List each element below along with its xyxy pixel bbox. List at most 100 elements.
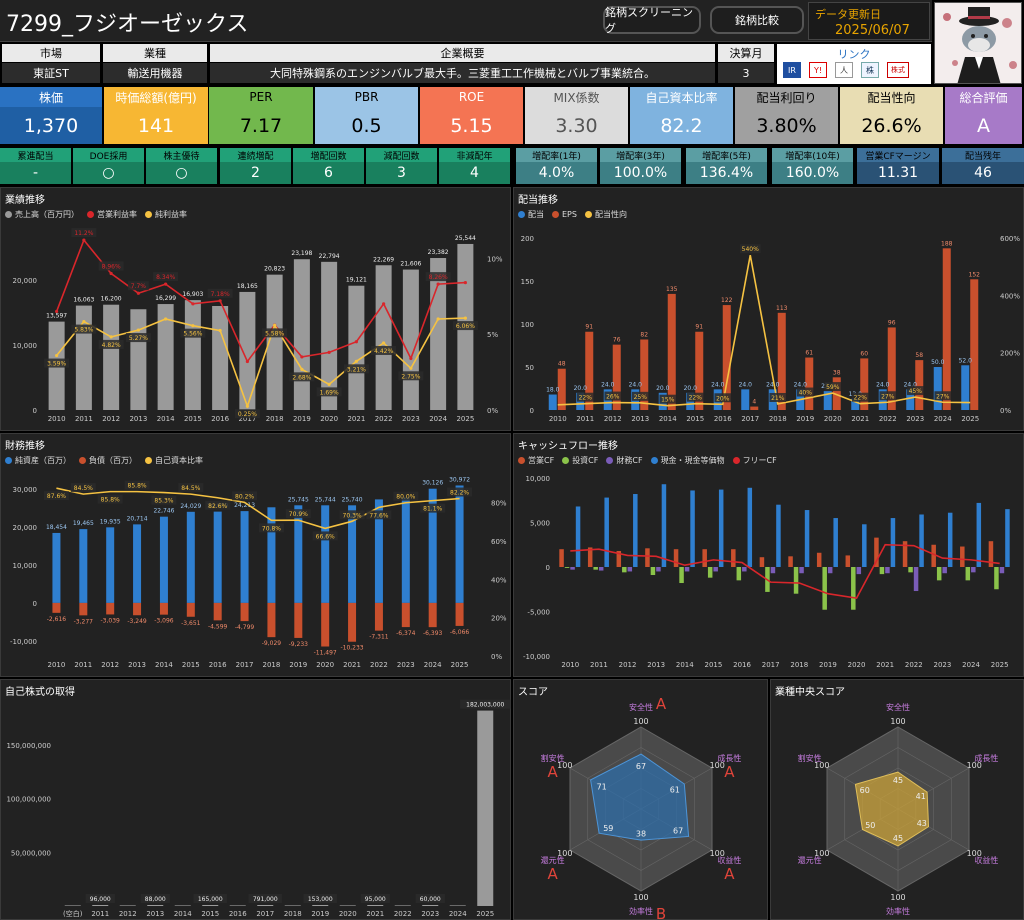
cash-bar xyxy=(661,484,667,567)
fin-cf-bar xyxy=(742,567,747,572)
score-panel: スコア 67 100 安全性 A 61 100 成長性 A 67 100 収益性 A 38 100 効率性 B… xyxy=(513,679,768,920)
equity-ratio-label: 80.2% xyxy=(235,493,254,500)
net-margin-point xyxy=(327,382,331,386)
sales-bar xyxy=(402,269,419,410)
x-tick-label: 2023 xyxy=(934,661,952,669)
equity-ratio-label-bg xyxy=(97,494,123,504)
buyback-label-bg xyxy=(303,894,337,903)
eps-label: 38 xyxy=(833,369,841,376)
x-tick-label: 2015 xyxy=(686,415,704,423)
yahoo-link-icon[interactable]: Y! xyxy=(809,62,827,78)
op-margin-point xyxy=(463,281,467,285)
eps-bar xyxy=(860,358,869,410)
legend-fin-cf: 財務CF xyxy=(606,455,643,466)
payout-label: 20% xyxy=(716,395,730,402)
dividend-label: 20.0 xyxy=(684,385,698,392)
inv-cf-bar xyxy=(994,567,999,590)
sales-bar xyxy=(375,265,392,410)
y2-tick-label: 60% xyxy=(491,538,507,546)
y-tick-label: 50 xyxy=(525,364,534,372)
x-tick-label: 2010 xyxy=(48,415,66,423)
metric-label: 時価総額(億円) xyxy=(104,87,208,107)
dividend-label: 24.0 xyxy=(711,381,725,388)
liabilities-bar xyxy=(213,602,222,621)
x-tick-label: 2019 xyxy=(796,415,814,423)
x-tick-label: 2012 xyxy=(119,910,137,918)
eps-bar xyxy=(612,344,621,410)
radar-max-label: 100 xyxy=(814,761,829,770)
op-cf-bar xyxy=(616,550,622,567)
kabutan-link-icon[interactable]: 株式 xyxy=(887,62,909,78)
op-cf-bar xyxy=(960,546,965,567)
buyback-bar xyxy=(339,905,356,906)
x-tick-label: 2019 xyxy=(293,415,311,423)
x-tick-label: 2012 xyxy=(102,415,120,423)
equity-ratio-label: 70.8% xyxy=(262,525,281,532)
chart-link-icon[interactable]: 株 xyxy=(861,62,879,78)
x-tick-label: 2025 xyxy=(451,661,469,669)
dividend-bar xyxy=(741,389,750,410)
op-margin-point xyxy=(436,282,440,286)
net-assets-bar xyxy=(186,511,195,603)
finance-title: 財務推移 xyxy=(5,441,45,452)
payout-label: 21% xyxy=(771,395,785,402)
summary-value: 大同特殊鋼系のエンジンバルブ最大手。三菱重工工作機械とバルブ事業統合。 xyxy=(210,63,715,83)
net-margin-label: 2.75% xyxy=(401,373,420,380)
payout-label: 26% xyxy=(606,394,620,401)
eps-bar xyxy=(832,377,841,410)
net-margin-label: 3.59% xyxy=(47,361,66,368)
metric-label: 総合評価 xyxy=(945,87,1022,107)
liabilities-bar xyxy=(321,602,330,647)
inv-cf-bar xyxy=(593,567,598,570)
x-tick-label: 2024 xyxy=(962,661,980,669)
buyback-bar xyxy=(202,905,219,906)
radar-value: 45 xyxy=(893,776,903,785)
buyback-panel: 自己株式の取得 50,000,000 100,000,000 150,000,000… xyxy=(0,679,511,920)
legend-payout: 配当性向 xyxy=(584,209,627,220)
payout-label: 45% xyxy=(909,388,923,395)
payout-label-bg xyxy=(714,393,732,403)
x-tick-label: 2018 xyxy=(266,415,284,423)
op-margin-label: 7.7% xyxy=(131,283,147,290)
net-assets-label: 25,745 xyxy=(288,496,309,503)
inv-cf-bar xyxy=(650,567,656,576)
person-link-icon[interactable]: 人 xyxy=(835,62,853,78)
y-tick-label: 0 xyxy=(33,407,37,415)
performance-chart: 0 10,000 20,000 0% 5% 10% 2010 13,597 2011 16,063… xyxy=(13,228,503,423)
net-assets-bar xyxy=(294,505,303,603)
buyback-bar xyxy=(229,905,246,906)
compare-button[interactable]: 銘柄比較 xyxy=(710,6,804,34)
equity-ratio-label: 84.5% xyxy=(74,485,93,492)
cash-bar xyxy=(633,494,638,567)
x-tick-label: 2012 xyxy=(619,661,637,669)
ir-link-icon[interactable]: IR xyxy=(783,62,801,78)
op-cf-bar xyxy=(788,556,793,567)
sales-label: 16,063 xyxy=(73,297,94,304)
y2-tick-label: 10% xyxy=(487,255,503,263)
page-title: 7299_フジオーゼックス xyxy=(6,12,249,37)
fin-cf-bar xyxy=(713,567,718,572)
stat-label: 配当残年 xyxy=(942,148,1024,162)
liabilities-label: -4,799 xyxy=(235,624,255,631)
screening-button[interactable]: 銘柄スクリーニング xyxy=(603,6,701,35)
metric-label: ROE xyxy=(420,87,523,107)
x-tick-label: 2015 xyxy=(201,910,219,918)
y2-tick-label: 20% xyxy=(491,615,507,623)
buyback-label-bg xyxy=(360,894,390,903)
stat-label: 増配率(1年) xyxy=(516,148,597,162)
net-assets-label: 30,126 xyxy=(422,480,443,487)
metric-value: 141 xyxy=(104,107,208,144)
metric-value: 3.30 xyxy=(525,107,628,144)
sales-label: 23,198 xyxy=(291,250,312,257)
radar-grade: A xyxy=(548,763,559,781)
stat-label: 営業CFマージン xyxy=(857,148,939,162)
op-cf-bar xyxy=(931,544,936,567)
liabilities-label: -10,233 xyxy=(340,645,363,652)
radar-shape xyxy=(590,753,690,841)
y2-tick-label: 80% xyxy=(491,500,507,508)
sales-label: 16,200 xyxy=(101,296,122,303)
stat-label: 増配率(3年) xyxy=(600,148,681,162)
payout-label: 59% xyxy=(826,384,840,391)
free-cf-line xyxy=(570,543,1000,600)
net-margin-label: 1.69% xyxy=(320,389,339,396)
